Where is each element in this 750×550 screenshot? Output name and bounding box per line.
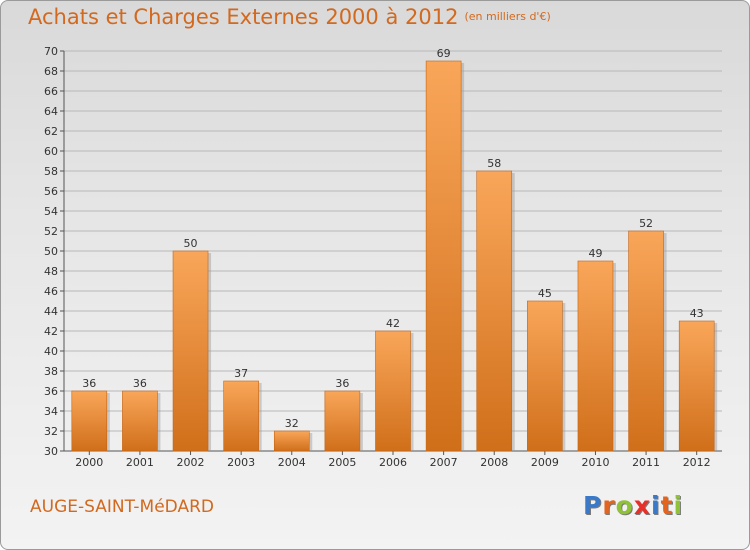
value-label: 69 xyxy=(437,47,451,60)
y-tick-label: 62 xyxy=(44,125,58,138)
y-tick-label: 50 xyxy=(44,245,58,258)
y-tick-label: 42 xyxy=(44,325,58,338)
y-tick-label: 56 xyxy=(44,185,58,198)
value-label: 36 xyxy=(335,377,349,390)
x-tick-label: 2007 xyxy=(430,456,458,469)
y-tick-label: 66 xyxy=(44,85,58,98)
logo-letter: i xyxy=(673,491,684,520)
value-label: 32 xyxy=(285,417,299,430)
y-tick-label: 36 xyxy=(44,385,58,398)
x-tick-label: 2004 xyxy=(278,456,306,469)
y-tick-label: 48 xyxy=(44,265,58,278)
bar-2004 xyxy=(273,430,310,452)
logo-letter: x xyxy=(633,491,651,520)
y-tick-label: 32 xyxy=(44,425,58,438)
x-tick-label: 2006 xyxy=(379,456,407,469)
chart-subtitle: (en milliers d'€) xyxy=(464,10,551,23)
bar-2003 xyxy=(223,380,259,452)
proxiti-logo: Proxiti xyxy=(583,491,683,520)
y-tick-label: 46 xyxy=(44,285,58,298)
logo-letter: i xyxy=(651,491,661,520)
bar-2011 xyxy=(628,230,664,452)
logo-letter: t xyxy=(660,491,674,520)
x-tick-label: 2011 xyxy=(632,456,660,469)
town-name: AUGE-SAINT-MéDARD xyxy=(30,497,214,517)
y-tick-label: 58 xyxy=(44,165,58,178)
bar-2012 xyxy=(678,320,715,452)
x-tick-label: 2005 xyxy=(328,456,356,469)
value-label: 45 xyxy=(538,287,552,300)
labels: 30 32 34 36 38 40 42 44 46 48 50 52 54 56 58 60 62 64 66 68… xyxy=(44,45,711,469)
y-tick-label: 40 xyxy=(44,345,58,358)
y-tick-label: 52 xyxy=(44,225,58,238)
bar-2009 xyxy=(527,300,563,452)
bar-2010 xyxy=(577,260,614,452)
bar-2007 xyxy=(425,60,462,452)
x-tick-label: 2010 xyxy=(581,456,609,469)
y-tick-label: 70 xyxy=(44,45,58,58)
y-tick-label: 44 xyxy=(44,305,58,318)
value-label: 58 xyxy=(487,157,501,170)
x-tick-label: 2000 xyxy=(75,456,103,469)
x-tick-label: 2008 xyxy=(480,456,508,469)
bar-2008 xyxy=(476,170,513,452)
value-label: 50 xyxy=(184,237,198,250)
y-tick-label: 68 xyxy=(44,65,58,78)
chart-title-text: Achats et Charges Externes 2000 à 2012 xyxy=(28,5,459,29)
y-tick-label: 30 xyxy=(44,445,58,458)
logo-letter: o xyxy=(615,491,634,520)
x-tick-label: 2002 xyxy=(177,456,205,469)
y-tick-label: 64 xyxy=(44,105,58,118)
x-tick-label: 2012 xyxy=(683,456,711,469)
y-tick-label: 60 xyxy=(44,145,58,158)
x-tick-label: 2009 xyxy=(531,456,559,469)
value-label: 49 xyxy=(588,247,602,260)
y-tick-label: 34 xyxy=(44,405,58,418)
bar-2000 xyxy=(71,390,108,452)
value-label: 43 xyxy=(690,307,704,320)
value-label: 37 xyxy=(234,367,248,380)
y-tick-label: 38 xyxy=(44,365,58,378)
value-label: 52 xyxy=(639,217,653,230)
value-label: 36 xyxy=(133,377,147,390)
x-tick-label: 2001 xyxy=(126,456,154,469)
value-label: 36 xyxy=(82,377,96,390)
chart-title: Achats et Charges Externes 2000 à 2012 (e… xyxy=(28,5,551,29)
logo-letter: P xyxy=(583,491,603,520)
bar-2006 xyxy=(375,330,411,452)
logo-letter: r xyxy=(602,491,616,520)
bar-2001 xyxy=(122,390,158,452)
x-tick-label: 2003 xyxy=(227,456,255,469)
bar-2005 xyxy=(324,390,361,452)
y-tick-label: 54 xyxy=(44,205,58,218)
bar-2002 xyxy=(172,250,209,452)
value-label: 42 xyxy=(386,317,400,330)
bars xyxy=(71,60,718,452)
